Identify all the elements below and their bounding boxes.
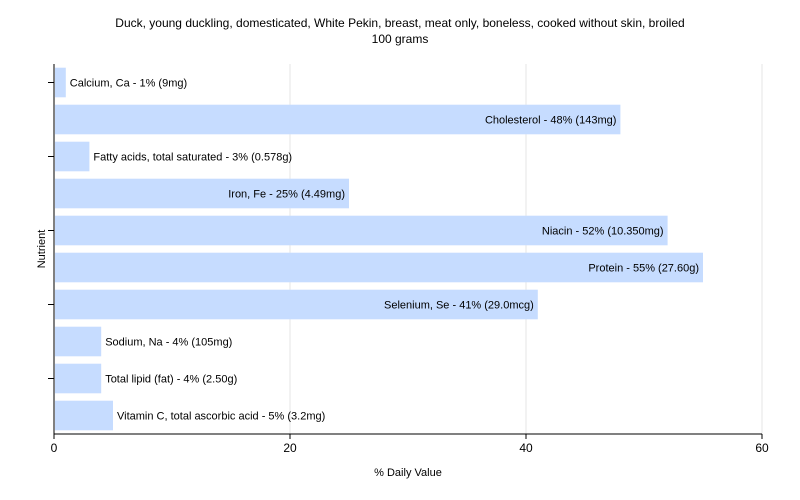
bar	[55, 252, 703, 283]
bar-label: Vitamin C, total ascorbic acid - 5% (3.2…	[117, 411, 325, 423]
bars: Calcium, Ca - 1% (9mg) Cholesterol - 48% …	[55, 67, 703, 431]
chart-title: Duck, young duckling, domesticated, Whit…	[115, 16, 685, 30]
bar	[55, 400, 113, 431]
bar-label: Selenium, Se - 41% (29.0mcg)	[384, 300, 534, 312]
x-tick-label: 40	[519, 441, 533, 455]
bar-label: Cholesterol - 48% (143mg)	[485, 115, 616, 127]
bar-label: Iron, Fe - 25% (4.49mg)	[228, 189, 345, 201]
x-tick-label: 0	[51, 441, 58, 455]
bar-label: Sodium, Na - 4% (105mg)	[105, 337, 232, 349]
bar	[55, 178, 349, 209]
bar	[55, 363, 102, 394]
bar-label: Protein - 55% (27.60g)	[588, 263, 699, 275]
bar-label: Calcium, Ca - 1% (9mg)	[70, 78, 187, 90]
bar	[55, 141, 90, 172]
bar	[55, 104, 621, 135]
bar-label: Total lipid (fat) - 4% (2.50g)	[105, 374, 237, 386]
bar	[55, 215, 668, 246]
bar	[55, 289, 538, 320]
bar	[55, 326, 102, 357]
y-axis-title: Nutrient	[36, 230, 48, 269]
bar-label: Fatty acids, total saturated - 3% (0.578…	[93, 152, 292, 164]
chart-subtitle: 100 grams	[371, 32, 429, 46]
bar-label: Niacin - 52% (10.350mg)	[542, 226, 664, 238]
x-tick-label: 60	[755, 441, 769, 455]
axes: 0 20 40 60	[48, 64, 769, 455]
bar	[55, 67, 66, 98]
x-axis-title: % Daily Value	[374, 467, 442, 479]
x-tick-label: 20	[283, 441, 297, 455]
